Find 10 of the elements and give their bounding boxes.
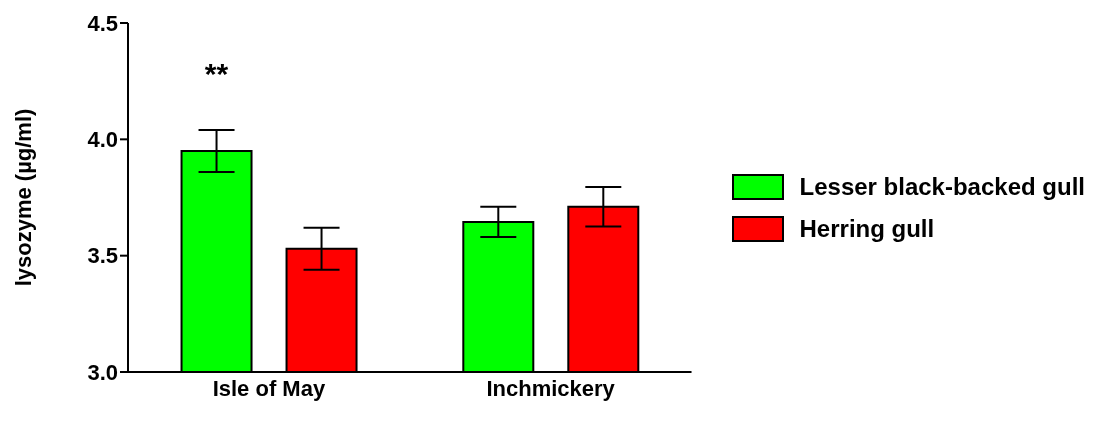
y-tick-label: 4.0 [87, 127, 118, 153]
y-tick-label: 3.5 [87, 243, 118, 269]
y-axis-title: lysozyme (µg/ml) [10, 108, 36, 287]
legend-label: Lesser black-backed gull [799, 173, 1085, 201]
x-tick-label: Isle of May [212, 375, 326, 401]
annotation: ** [204, 56, 229, 90]
y-tick-label: 3.0 [87, 359, 118, 385]
x-tick-label: Inchmickery [486, 375, 616, 401]
y-tick-label: 4.5 [87, 10, 118, 36]
legend-label: Herring gull [799, 215, 935, 243]
